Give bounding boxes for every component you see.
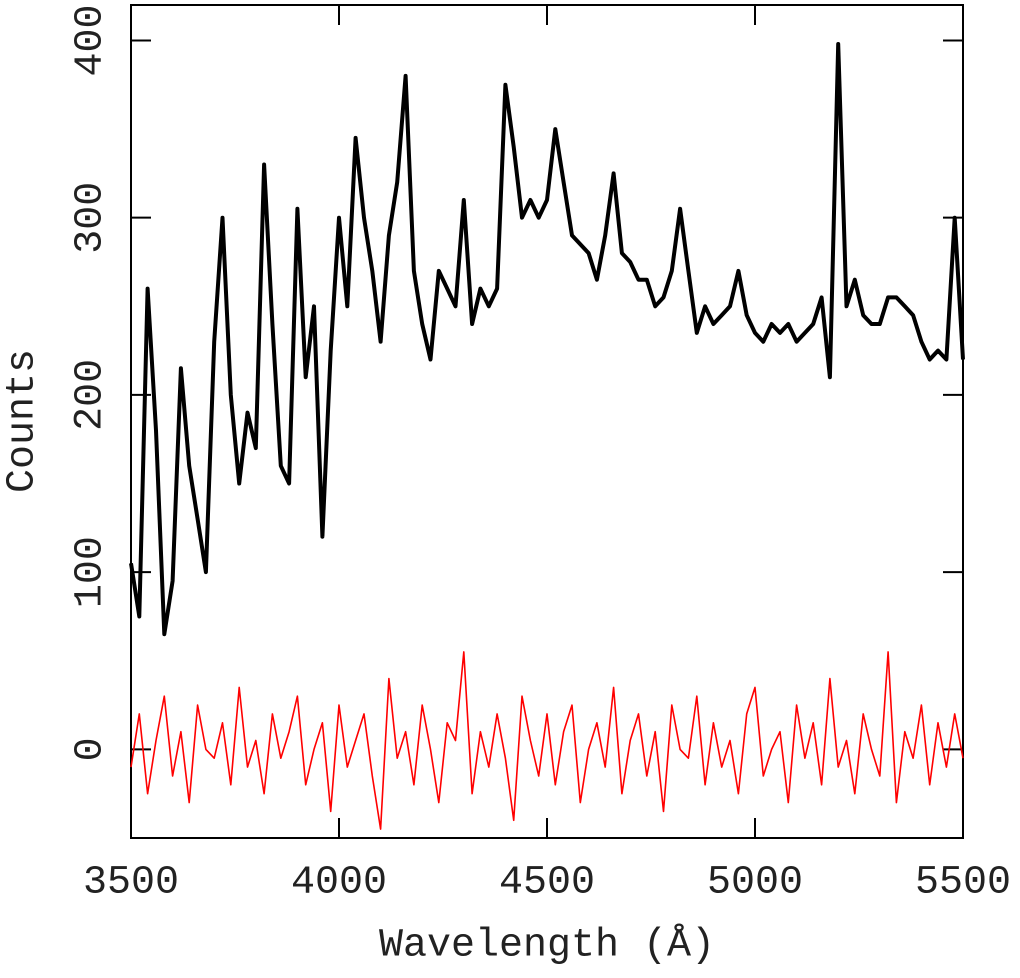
spectrum-line [129,42,965,637]
y-tick-label: 400 [69,4,114,76]
y-axis-label: Counts [1,349,46,493]
x-tick-label: 5500 [915,861,1011,906]
x-tick-label: 4500 [499,861,595,906]
y-tick-label: 0 [69,737,114,761]
y-tick-label: 100 [69,536,114,608]
x-tick-label: 5000 [707,861,803,906]
spectrum-line [130,651,964,830]
x-axis-label: Wavelength (Å) [379,923,715,969]
x-tick-label: 4000 [291,861,387,906]
x-tick-label: 3500 [83,861,179,906]
y-tick-label: 300 [69,182,114,254]
y-tick-label: 200 [69,359,114,431]
